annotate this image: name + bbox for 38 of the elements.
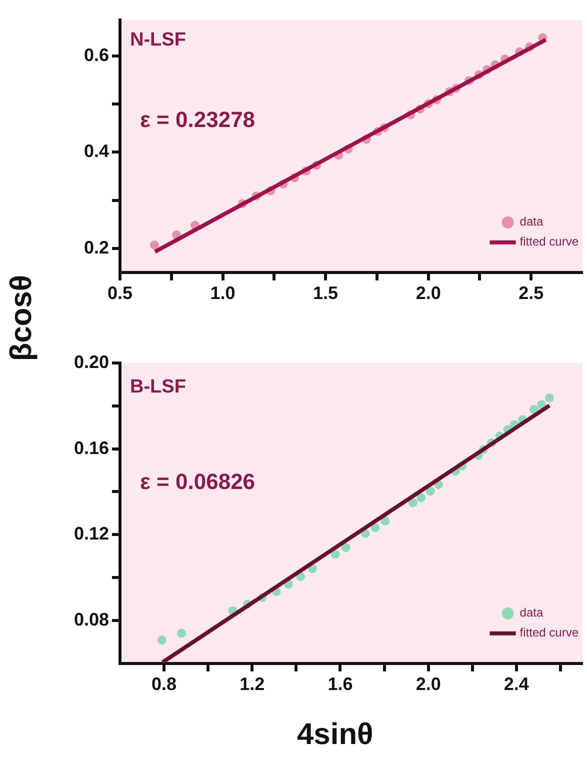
y-tick-label: 0.12	[74, 524, 109, 544]
point	[157, 636, 166, 645]
point	[544, 393, 554, 402]
y-tick-label: 0.16	[74, 438, 109, 458]
point	[380, 516, 390, 526]
y-tick-label: 0.6	[84, 45, 109, 66]
annotation: ε = 0.23278	[140, 107, 256, 132]
legend-label: fitted curve	[520, 626, 579, 640]
x-tick-label: 1.5	[313, 283, 338, 304]
point	[370, 523, 380, 532]
x-tick-label: 1.6	[328, 674, 353, 694]
annotation: B-LSF	[130, 376, 186, 398]
point	[150, 240, 159, 250]
annotation: N-LSF	[130, 29, 186, 50]
y-tick-label: 0.08	[74, 609, 109, 630]
x-tick-label: 0.8	[152, 674, 177, 694]
y-tick-label: 0.2	[84, 237, 109, 258]
x-axis-title: 4sinθ	[297, 718, 374, 752]
legend-label: fitted curve	[520, 234, 579, 249]
x-tick-label: 2.4	[504, 674, 529, 694]
y-tick-label: 0.4	[84, 141, 109, 162]
annotation: ε = 0.06826	[140, 469, 256, 494]
y-axis-title: βcosθ	[5, 274, 40, 362]
point	[341, 543, 350, 552]
x-tick-label: 0.5	[107, 283, 133, 304]
y-tick-label: 0.20	[74, 352, 109, 372]
x-tick-label: 2.0	[416, 674, 441, 694]
point	[176, 628, 186, 638]
point	[408, 498, 418, 508]
point	[416, 493, 426, 502]
legend-label: data	[520, 606, 544, 620]
point	[426, 486, 435, 496]
x-tick-label: 1.2	[240, 674, 265, 694]
point	[330, 550, 340, 559]
legend-label: data	[520, 214, 544, 229]
x-tick-label: 2.0	[416, 283, 441, 304]
x-tick-label: 1.0	[210, 283, 236, 304]
x-tick-label: 2.5	[518, 283, 544, 304]
